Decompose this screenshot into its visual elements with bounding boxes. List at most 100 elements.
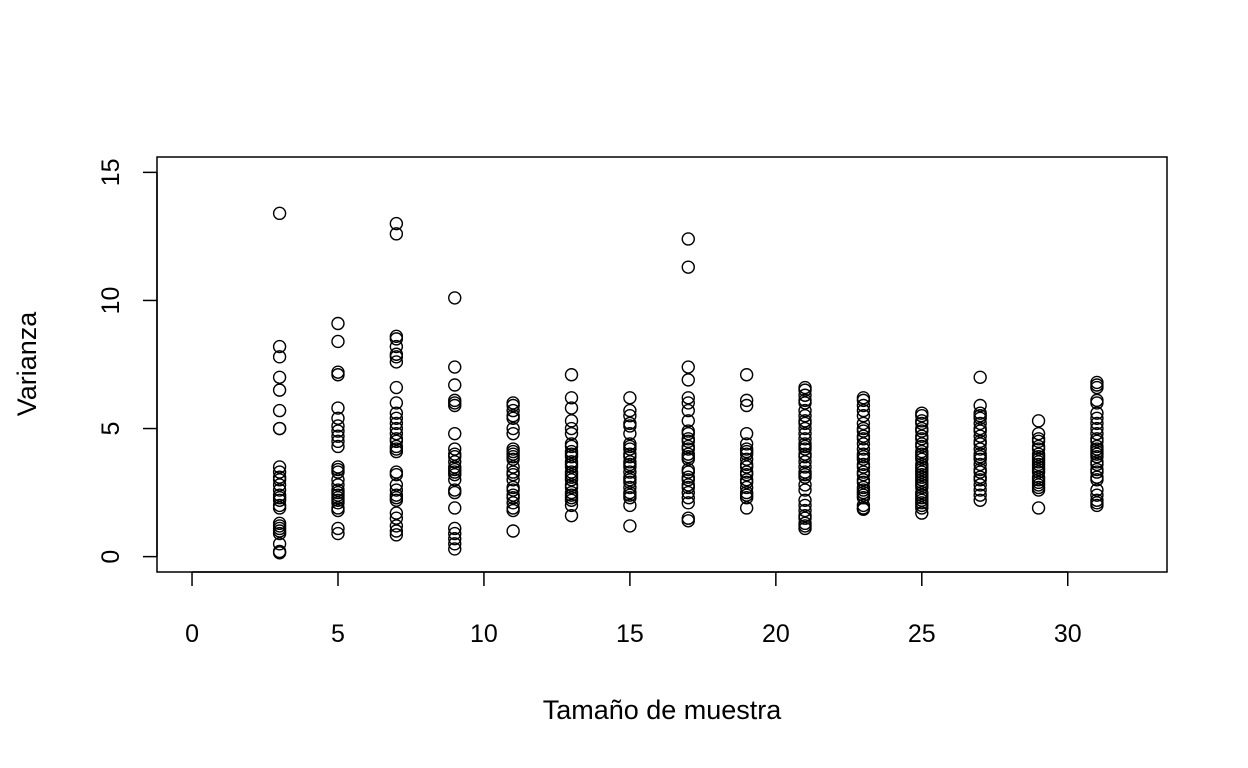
data-point [915,501,929,515]
data-points [272,206,1104,560]
data-point [739,480,754,495]
data-point [564,493,579,507]
data-point [564,480,579,495]
data-point [681,403,695,418]
data-point [856,398,871,413]
data-point [389,478,404,492]
x-tick-label: 25 [908,620,936,648]
data-point [681,485,695,500]
data-point [681,373,695,387]
data-point [1031,501,1046,515]
data-point [973,416,987,431]
data-point [798,426,812,441]
data-point [798,503,812,518]
data-point [739,501,754,515]
x-tick-label: 15 [616,620,644,648]
data-point [389,511,404,525]
data-point [1031,434,1046,449]
data-point [681,496,695,510]
data-point [389,216,404,231]
data-point [448,485,462,500]
data-point [564,401,579,415]
data-point [389,426,404,441]
data-point [798,498,812,513]
data-point [506,496,520,510]
data-point [331,316,345,331]
data-point [623,480,637,495]
data-point [856,437,871,451]
data-point [1090,380,1104,395]
data-point [739,467,754,482]
x-axis: 0 5 10 15 20 25 30 [185,571,1082,648]
data-point [681,426,695,441]
data-point [681,232,695,246]
data-point [448,450,462,464]
data-point [1090,498,1104,513]
data-point [681,452,695,466]
data-point [973,442,987,456]
data-point [389,421,404,436]
data-point [331,439,345,454]
data-point [506,426,520,441]
data-point [1090,483,1104,497]
data-point [623,403,637,418]
data-point [856,393,871,408]
data-point [915,432,929,446]
data-point [506,421,520,436]
data-point [506,460,520,474]
data-point [506,411,520,425]
data-point [272,478,287,492]
data-point [798,416,812,431]
data-point [389,506,404,520]
data-point [331,465,345,479]
data-point [681,414,695,428]
data-point [448,455,462,469]
data-point [798,432,812,446]
data-point [448,473,462,487]
data-point [798,388,812,402]
data-point [389,227,404,241]
data-point [272,370,287,385]
data-point [389,332,404,346]
data-point [973,478,987,492]
data-point [623,465,637,479]
data-point [681,491,695,505]
data-point [331,368,345,382]
data-point [681,434,695,449]
x-axis-label: Tamaño de muestra [543,695,783,725]
data-point [389,380,404,395]
data-point [798,493,812,507]
data-point [506,452,520,466]
data-point [1031,483,1046,497]
data-point [973,411,987,425]
data-point [915,424,929,438]
data-point [798,409,812,423]
data-point [389,483,404,497]
data-point [564,414,579,428]
data-point [448,426,462,441]
data-point [798,442,812,456]
data-point [798,396,812,410]
y-axis-label: Varianza [12,311,42,417]
data-point [272,383,287,397]
data-point [564,421,579,436]
data-point [448,537,462,551]
x-tick-label: 10 [470,620,498,648]
data-point [389,416,404,431]
data-point [389,524,404,538]
data-point [448,291,462,305]
data-point [681,480,695,495]
data-point [272,465,287,479]
data-point [1031,426,1046,441]
data-point [798,511,812,525]
data-point [915,416,929,431]
data-point [739,491,754,505]
data-point [564,368,579,382]
data-point [973,424,987,438]
data-point [331,521,345,536]
data-point [1090,426,1104,441]
data-point [623,475,637,490]
data-point [506,467,520,482]
data-point [798,421,812,436]
data-point [798,403,812,418]
